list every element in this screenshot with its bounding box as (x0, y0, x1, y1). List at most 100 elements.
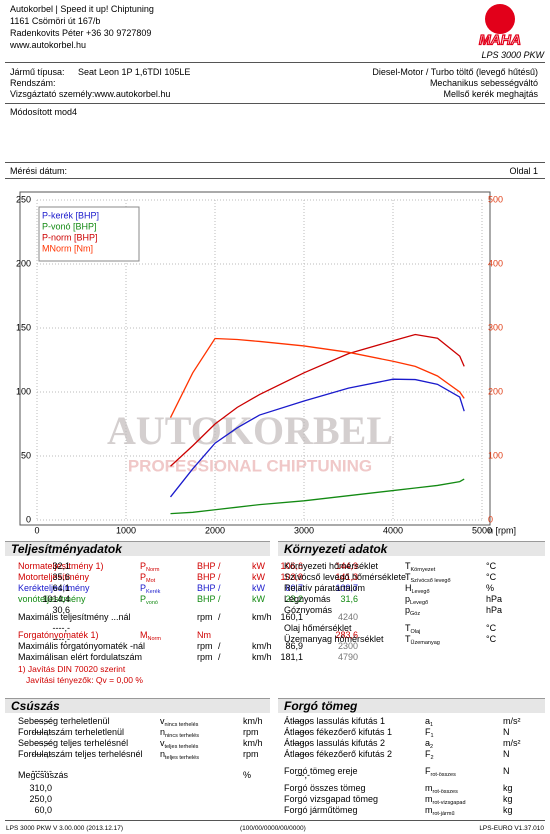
note: 1) Javítás DIN 70020 szerint (18, 664, 126, 674)
row-symbol: Frot-összes (425, 766, 456, 778)
row-unit: °C (486, 561, 497, 571)
row-value: 60,0 (34, 805, 52, 815)
series-line (169, 378, 465, 498)
row-value: ---,- (295, 770, 311, 780)
row-value: 31,6 (340, 594, 358, 604)
value: Mellső kerék meghajtás (443, 89, 538, 99)
row-symbol: F2 (425, 749, 434, 761)
row-value: 109,7 (335, 583, 358, 593)
row-unit: kg (503, 783, 513, 793)
x-tick-label: 0 (34, 525, 39, 535)
divider (5, 62, 545, 63)
section-title: Csúszás (5, 698, 270, 713)
row-value: 103,9 (280, 572, 303, 582)
row-unit: rpm (197, 641, 213, 651)
row-symbol: PNorm (140, 561, 160, 573)
row-symbol-sub: 2 (430, 744, 434, 750)
row-symbol: MNorm (140, 630, 161, 642)
row-label: Átlagos lassulás kifutás 1 (284, 716, 386, 726)
row-symbol-sub: Mot (146, 578, 156, 584)
row-unit: km/h (252, 641, 272, 651)
row-symbol-sub: Levegő (410, 600, 429, 606)
row-symbol: pGóz (405, 605, 421, 617)
row-symbol-sub: rot-összes (430, 772, 456, 778)
row-label: Átlagos fékezőerő kifutás 2 (284, 749, 393, 759)
row-symbol-sub: nincs terhelés (165, 733, 199, 739)
row-symbol-sub: Norm (146, 567, 160, 573)
row-label: Keréktelj­esítmény (18, 583, 90, 593)
x-axis-label: n [rpm] (488, 525, 516, 535)
row-symbol-sub: Olaj (410, 629, 421, 635)
row-value: 160,1 (280, 612, 303, 622)
x-tick-label: 1000 (116, 525, 136, 535)
row-value: 4790 (337, 652, 358, 662)
y-tick-label: 150 (16, 322, 31, 332)
row-value: 35,6 (52, 572, 70, 582)
y2-tick-label: 400 (488, 258, 503, 268)
divider (5, 178, 545, 179)
row-symbol: Pvonó (140, 594, 158, 606)
row-value: ----,- (52, 623, 71, 633)
row-value: 106,6 (280, 561, 303, 571)
row-unit: rpm (197, 652, 213, 662)
row-symbol: mrot-jármű (425, 805, 455, 817)
row-value: 23,2 (285, 594, 303, 604)
date-label: Mérési dátum: (10, 166, 68, 176)
row-symbol-sub: 1 (430, 733, 434, 739)
x-tick-label: 2000 (205, 525, 225, 535)
y-tick-label: 200 (16, 258, 31, 268)
row-symbol-sub: 2 (430, 755, 434, 761)
value: Mechanikus sebességváltó (429, 78, 538, 88)
row-unit: N (503, 727, 510, 737)
row-label: Szívócső levegő hőmérséklete (284, 572, 407, 582)
row-symbol-sub: rot-összes (432, 789, 458, 795)
row-symbol-sub: rot-jármű (432, 811, 455, 817)
row-symbol: pLevegő (405, 594, 429, 606)
footer: LPS 3000 PKW V 3.00.000 (2013.12.17) (6, 825, 124, 832)
row-unit: BHP (197, 561, 216, 571)
footer: (100/00/0000/00/0000) (240, 825, 306, 832)
row-value: -----,- (31, 749, 52, 759)
row-label: Relatív páratartalom (284, 583, 366, 593)
legend-entry: P-kerék [BHP] (42, 210, 99, 220)
row-symbol: TOlaj (405, 623, 421, 635)
company-line: www.autokorbel.hu (10, 40, 87, 50)
label: Rendszám: (10, 78, 56, 88)
row-symbol-sub: vonó (146, 600, 158, 606)
y-tick-label: 0 (26, 514, 31, 524)
row-label: Sebesség terheletlenül (18, 716, 110, 726)
x-tick-label: 5000 (472, 525, 492, 535)
row-unit: kW (252, 561, 265, 571)
row-unit: BHP (197, 594, 216, 604)
y2-tick-label: 500 (488, 194, 503, 204)
row-label: Forgó vizsgapad tömeg (284, 794, 379, 804)
row-value: 310,0 (29, 783, 52, 793)
row-unit: BHP (197, 572, 216, 582)
label: Jármű típusa: (10, 67, 65, 77)
row-unit: Nm (197, 630, 211, 640)
row-value: 30,6 (52, 605, 70, 615)
row-unit: N (503, 766, 510, 776)
row-label: Megcsúszás (18, 770, 69, 780)
series-line (169, 337, 465, 418)
row-symbol-sub: rot-vizsgapad (432, 800, 466, 806)
label: Vizsgáztató személy:www.autokorbel.hu (10, 89, 171, 99)
row-label: Olaj hőmérséklet (284, 623, 352, 633)
legend-box (38, 206, 140, 262)
row-label: Átlagos fékezőerő kifutás 1 (284, 727, 393, 737)
row-unit: °C (486, 623, 497, 633)
row-value: 80,7 (285, 583, 303, 593)
row-symbol: a2 (425, 738, 434, 750)
logo-circle (485, 4, 515, 34)
row-value: 250,0 (29, 794, 52, 804)
row-label: Forgó járműtömeg (284, 805, 358, 815)
row-label: Sebesség teljes terhelésnél (18, 738, 129, 748)
note: Javítási tényezők: Qv = 0,00 % (26, 675, 143, 685)
row-unit: rpm (243, 749, 259, 759)
row-symbol: PMot (140, 572, 156, 584)
legend-entry: MNorm [Nm] (42, 243, 93, 253)
watermark: AUTOKORBEL (107, 408, 393, 453)
y-tick-label: 100 (16, 386, 31, 396)
section-title: Környezeti adatok (278, 541, 545, 556)
